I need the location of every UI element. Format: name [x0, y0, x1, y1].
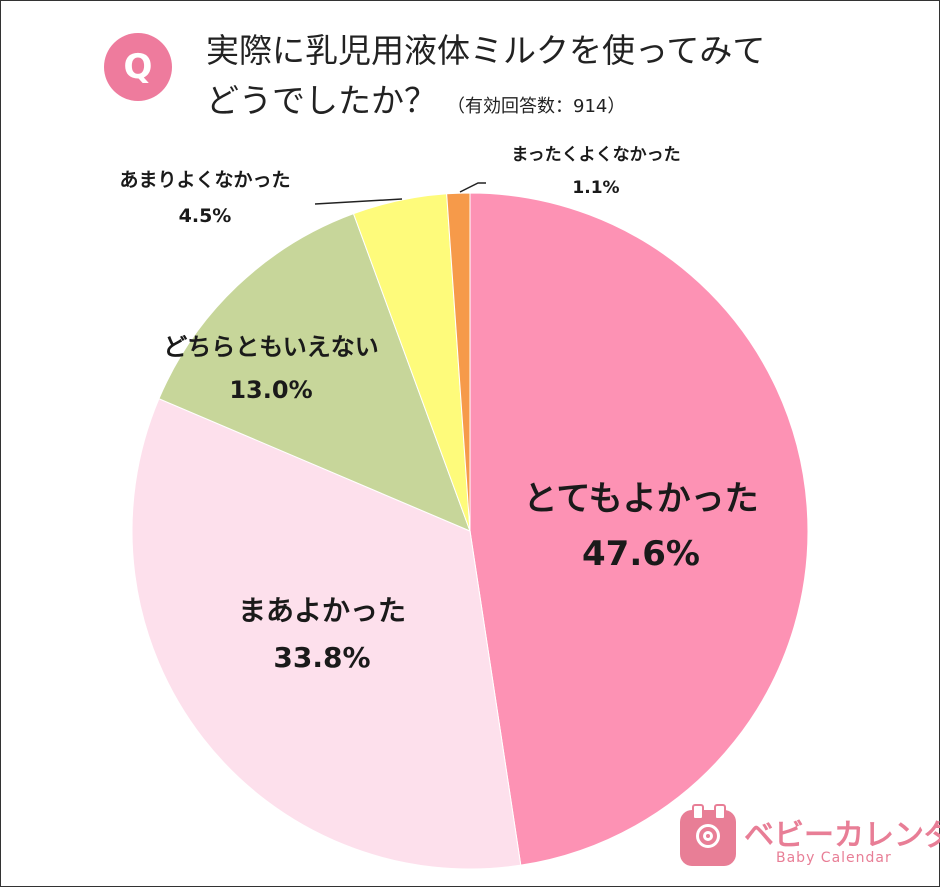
slice-value-not-good-at-all: 1.1%: [572, 178, 619, 198]
question-badge-letter: Q: [123, 47, 153, 87]
chart-title: 実際に乳児用液体ミルクを使ってみて どうでしたか？ （有効回答数：914）: [206, 26, 856, 132]
question-line-2-text: どうでしたか？: [206, 81, 437, 120]
slice-not-good-at-all: [446, 192, 471, 532]
question-badge: Q: [104, 33, 172, 101]
respondent-count: （有効回答数：914）: [447, 96, 626, 117]
slice-label-very-good: とてもよかった: [523, 479, 758, 519]
question-line-1: 実際に乳児用液体ミルクを使ってみて: [206, 31, 766, 70]
slice-value-fairly-good: 33.8%: [273, 641, 370, 674]
calendar-baby-icon: [680, 804, 736, 866]
slice-neutral: [158, 213, 471, 532]
logo-subtitle: Baby Calendar: [776, 850, 892, 866]
slice-very-good: [469, 192, 809, 866]
question-line-2: どうでしたか？ （有効回答数：914）: [206, 76, 856, 132]
slice-label-neutral: どちらともいえない: [163, 333, 379, 361]
slice-label-fairly-good: まあよかった: [238, 594, 406, 627]
leader-line-not-very-good: [314, 198, 403, 205]
slice-value-neutral: 13.0%: [229, 376, 312, 404]
slice-value-very-good: 47.6%: [582, 534, 700, 574]
slice-label-not-good-at-all: まったくよくなかった: [511, 145, 680, 165]
slice-fairly-good: [131, 398, 522, 870]
baby-calendar-logo: ベビーカレンダー Baby Calendar: [680, 804, 940, 876]
slice-value-not-very-good: 4.5%: [179, 205, 232, 227]
logo-name: ベビーカレンダー: [744, 818, 940, 853]
leader-line-not-good-at-all: [459, 182, 486, 193]
slice-label-not-very-good: あまりよくなかった: [119, 169, 290, 191]
